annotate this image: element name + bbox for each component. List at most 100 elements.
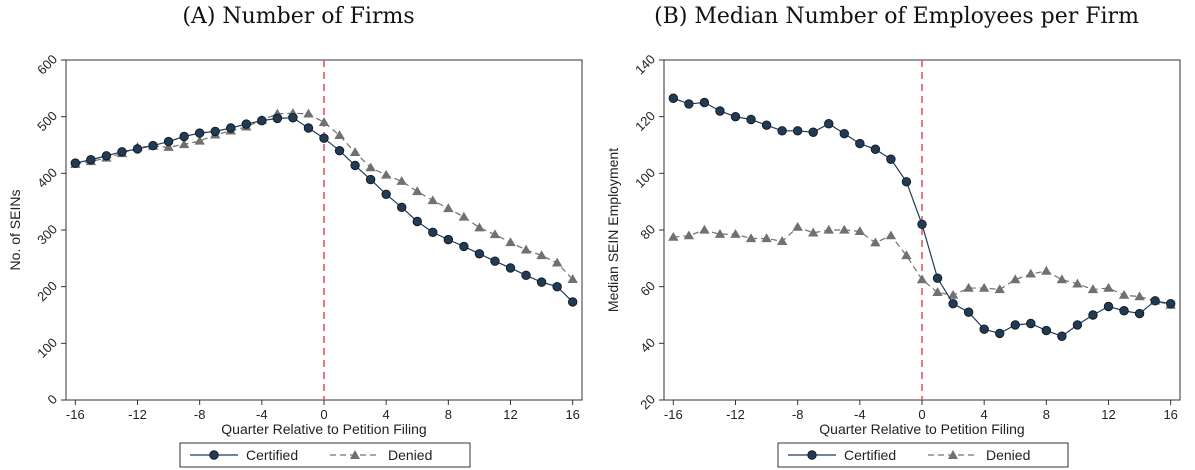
- data-point-denied: [1056, 274, 1068, 284]
- data-point-denied: [699, 224, 710, 234]
- data-point-denied: [839, 224, 850, 234]
- data-point-certified: [179, 131, 189, 142]
- data-point-denied: [978, 282, 990, 292]
- data-point-denied: [334, 130, 345, 140]
- y-tick-label: 600: [34, 52, 60, 78]
- legend-label-certified: Certified: [844, 447, 896, 463]
- data-point-denied: [443, 203, 454, 213]
- x-tick-label: 4: [383, 407, 390, 422]
- data-point-denied: [194, 135, 205, 145]
- data-point-certified: [761, 120, 772, 130]
- data-point-certified: [963, 307, 974, 317]
- data-point-certified: [334, 145, 345, 156]
- y-tick-label: 120: [632, 108, 658, 134]
- data-point-certified: [412, 216, 422, 227]
- data-point-denied: [870, 237, 881, 247]
- data-point-denied: [776, 236, 788, 245]
- y-tick-label: 200: [34, 278, 60, 304]
- data-point-certified: [272, 113, 283, 124]
- data-point-certified: [86, 155, 96, 165]
- data-point-denied: [1087, 284, 1099, 294]
- x-tick-label: 0: [918, 407, 925, 422]
- x-tick-label: -4: [854, 407, 866, 422]
- data-point-denied: [932, 287, 943, 296]
- data-point-denied: [901, 250, 912, 260]
- data-point-certified: [521, 270, 531, 281]
- data-point-denied: [994, 284, 1005, 294]
- chart-title: (A) Number of Firms: [182, 4, 415, 29]
- data-point-certified: [948, 298, 958, 309]
- panel-a: (A) Number of Firms 0 100 200 300 400 500 600 -…: [0, 0, 597, 470]
- data-point-certified: [319, 133, 329, 143]
- data-point-certified: [886, 154, 896, 164]
- x-tick-label: -16: [66, 407, 85, 422]
- data-point-certified: [1088, 310, 1098, 320]
- data-point-certified: [381, 189, 391, 200]
- data-point-certified: [1026, 318, 1036, 329]
- data-point-certified: [257, 115, 267, 126]
- x-tick-label: 0: [320, 407, 327, 422]
- data-point-certified: [365, 174, 376, 185]
- legend-label-certified: Certified: [246, 447, 298, 463]
- data-point-denied: [823, 224, 834, 234]
- data-point-denied: [365, 162, 376, 172]
- data-point-denied: [808, 227, 819, 237]
- data-point-denied: [668, 231, 679, 241]
- data-point-certified: [397, 202, 407, 213]
- legend-marker-denied: [350, 450, 360, 459]
- data-point-denied: [1025, 268, 1036, 278]
- data-point-certified: [101, 151, 112, 161]
- data-point-denied: [745, 233, 757, 243]
- data-point-certified: [505, 263, 516, 273]
- data-point-certified: [1010, 320, 1020, 330]
- data-point-certified: [117, 147, 127, 157]
- data-point-certified: [808, 127, 818, 137]
- data-point-certified: [1134, 308, 1145, 319]
- y-tick-label: 100: [34, 335, 60, 361]
- panel-b: (B) Median Number of Employees per Firm …: [598, 0, 1195, 470]
- data-point-denied: [683, 230, 695, 240]
- data-point-certified: [567, 297, 578, 307]
- y-tick-label: 400: [34, 165, 60, 191]
- data-point-denied: [1118, 289, 1130, 299]
- data-point-denied: [1072, 278, 1083, 288]
- data-point-denied: [520, 244, 532, 254]
- data-point-certified: [303, 123, 314, 133]
- legend-marker-certified: [807, 450, 817, 460]
- data-point-certified: [777, 126, 787, 136]
- series-line-denied: [75, 112, 574, 280]
- x-tick-label: -12: [128, 407, 147, 422]
- data-point-certified: [1165, 298, 1176, 309]
- data-point-certified: [699, 97, 710, 108]
- data-point-certified: [459, 241, 469, 252]
- x-tick-label: 16: [565, 407, 579, 422]
- x-tick-label: 8: [445, 407, 452, 422]
- data-point-denied: [792, 221, 803, 231]
- data-point-denied: [505, 237, 516, 247]
- legend-label-denied: Denied: [388, 447, 432, 463]
- legend-marker-denied: [948, 450, 958, 459]
- data-point-certified: [839, 128, 849, 139]
- chart-b-svg: 20 40 60 80 100 120 140 -16 -12 -8 -4 0 4 8 12 16 Quarte…: [605, 52, 1181, 468]
- x-tick-label: 16: [1163, 407, 1177, 422]
- data-point-denied: [551, 257, 563, 267]
- data-point-certified: [668, 93, 679, 103]
- data-point-denied: [567, 274, 578, 283]
- data-point-certified: [730, 111, 741, 122]
- data-point-denied: [474, 222, 485, 232]
- data-point-denied: [714, 229, 726, 238]
- data-point-certified: [932, 273, 943, 283]
- data-point-certified: [241, 119, 251, 129]
- data-point-certified: [350, 160, 360, 171]
- data-point-certified: [552, 281, 562, 292]
- data-point-denied: [1010, 274, 1021, 284]
- x-tick-label: -8: [792, 407, 804, 422]
- x-axis-title: Quarter Relative to Petition Filing: [819, 421, 1024, 437]
- x-tick-label: -8: [194, 407, 206, 422]
- data-point-denied: [163, 142, 174, 151]
- data-point-certified: [428, 227, 438, 237]
- data-point-denied: [412, 186, 423, 196]
- x-tick-label: 12: [1101, 407, 1115, 422]
- data-point-denied: [885, 230, 897, 240]
- y-axis-title: Median SEIN Employment: [605, 148, 621, 312]
